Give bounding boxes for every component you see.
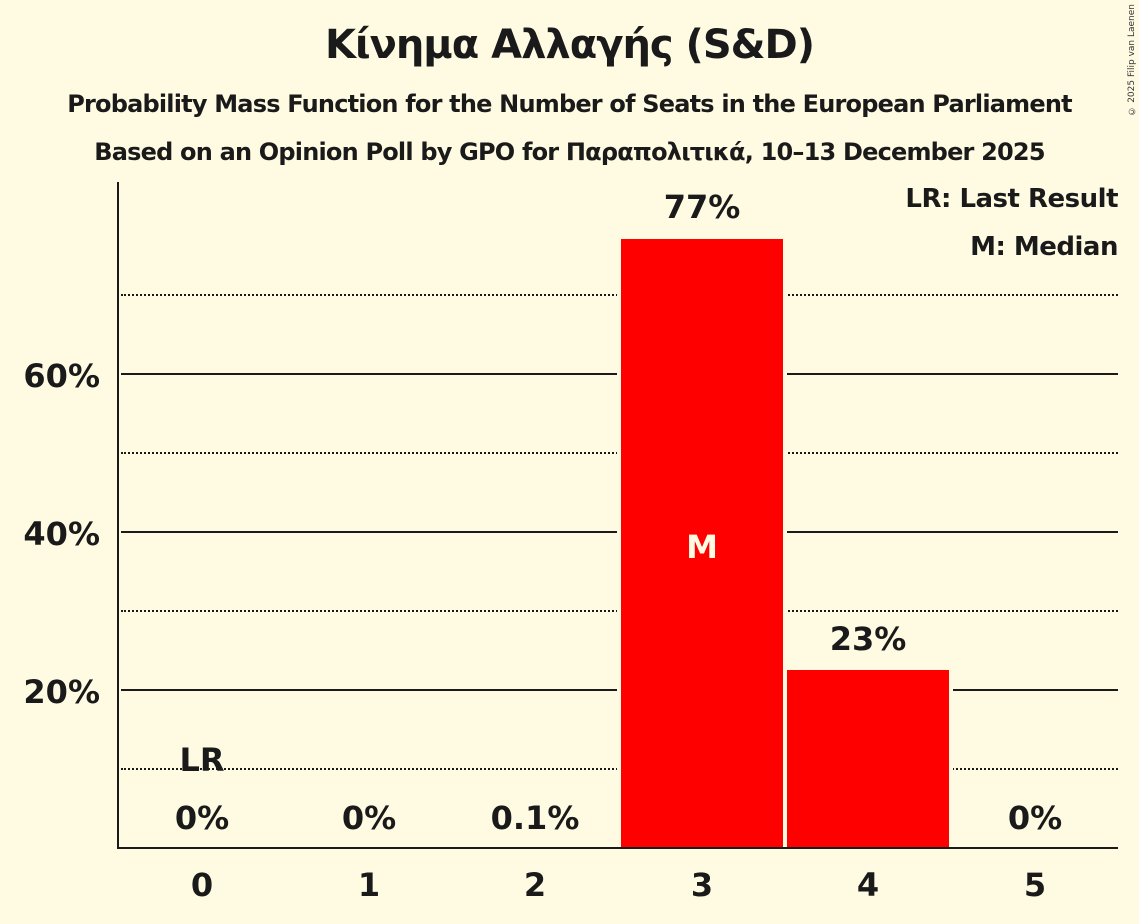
y-tick-40: 40% (23, 515, 100, 553)
legend-median: M: Median (970, 232, 1118, 262)
value-label-4: 23% (829, 620, 907, 658)
x-tick-1: 1 (357, 866, 381, 904)
value-label-0: 0% (174, 799, 230, 837)
legend-last-result: LR: Last Result (905, 184, 1118, 214)
x-axis (117, 847, 1118, 849)
x-tick-4: 4 (856, 866, 880, 904)
bar-3-seats (621, 239, 783, 848)
x-tick-3: 3 (690, 866, 714, 904)
x-tick-0: 0 (190, 866, 214, 904)
y-tick-20: 20% (23, 673, 100, 711)
x-tick-2: 2 (523, 866, 547, 904)
chart-title: Κίνημα Αλλαγής (S&D) (324, 22, 815, 68)
chart-source: Based on an Opinion Poll by GPO for Παρα… (94, 138, 1045, 166)
median-marker: M (686, 528, 718, 566)
value-label-1: 0% (341, 799, 397, 837)
last-result-marker: LR (179, 741, 225, 779)
value-label-5: 0% (1007, 799, 1063, 837)
value-label-2: 0.1% (490, 799, 580, 837)
x-tick-5: 5 (1023, 866, 1047, 904)
bar-4-seats (787, 670, 949, 848)
y-tick-60: 60% (23, 357, 100, 395)
chart-subtitle: Probability Mass Function for the Number… (67, 90, 1072, 118)
y-axis (117, 182, 119, 849)
value-label-3: 77% (663, 188, 741, 226)
